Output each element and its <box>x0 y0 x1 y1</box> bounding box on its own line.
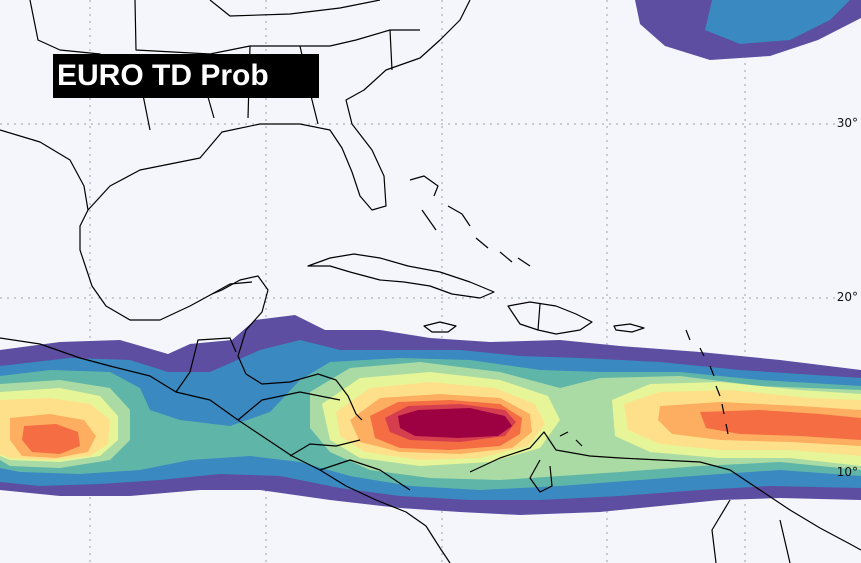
probability-band <box>0 315 861 515</box>
latitude-label-10: 10° <box>836 465 858 479</box>
map-title: EURO TD Prob <box>53 54 319 98</box>
probability-area-north-atlantic <box>635 0 861 60</box>
latitude-label-20: 20° <box>836 290 858 304</box>
latitude-label-30: 30° <box>836 116 858 130</box>
